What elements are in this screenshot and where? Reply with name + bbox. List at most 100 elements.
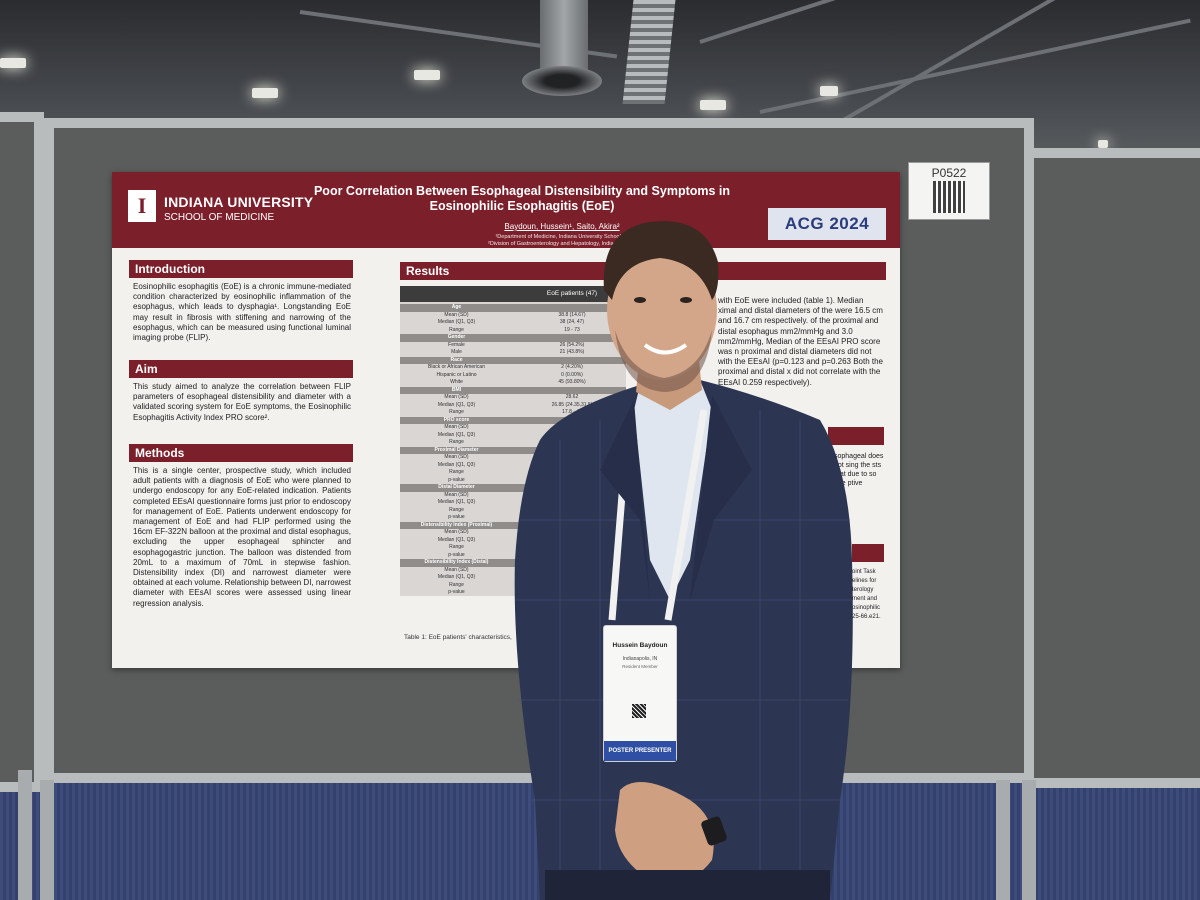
table-cell-label: Range [449, 544, 464, 550]
table-cell-label: Distensibility Index (Proximal) [420, 521, 493, 528]
table-cell-label: Mean (SD) [444, 454, 469, 460]
table-header-label: EoE patients (47) [546, 290, 598, 297]
references-heading-bar [852, 544, 884, 562]
table-cell-label: Male [451, 349, 462, 355]
table-caption: Table 1: EoE patients' characteristics, [404, 634, 512, 641]
table-cell-value: 28.62 [565, 394, 579, 400]
table-cell-label: Race [450, 356, 463, 363]
table-cell-value: 26.85 (24.35,31.5) [551, 401, 593, 408]
table-row: Median (Q1, Q3) [400, 499, 626, 507]
table-cell-value: 26 (54.2%) [559, 341, 585, 348]
table-row: Median (Q1, Q3) [400, 432, 626, 440]
table-row: Range [400, 582, 626, 590]
table-group-row: PRO score [400, 416, 626, 424]
methods-text: This is a single center, prospective stu… [133, 466, 351, 608]
table-cell-label: Range [449, 326, 464, 333]
table-cell-label: Mean (SD) [444, 529, 469, 535]
table-cell-label: Median (Q1, Q3) [437, 461, 476, 468]
badge-role: Resident Member [622, 664, 658, 669]
table-cell-label: Mean (SD) [444, 566, 469, 573]
research-poster: I INDIANA UNIVERSITY SCHOOL OF MEDICINE … [112, 172, 900, 668]
table-group-row: Race [400, 356, 626, 364]
table-cell-label: Median (Q1, Q3) [437, 499, 476, 505]
table-cell-value: 38 (24, 47) [559, 319, 585, 325]
poster-authors: Baydoun, Hussein¹, Saito, Akira² [504, 222, 620, 231]
conclusion-text-fragment: sophageal does not sing the sts that due… [834, 453, 884, 487]
table-cell-label: Black or African American [428, 364, 485, 370]
ceiling-lamp [820, 86, 838, 96]
badge-qr-code-icon [632, 704, 646, 718]
school-name: SCHOOL OF MEDICINE [164, 212, 275, 223]
poster-affiliations: ¹Department of Medicine, Indiana Univers… [372, 234, 792, 248]
table-row: Hispanic or Latino 0 (0.00%) [400, 372, 626, 380]
ceiling-lamp [414, 70, 440, 80]
table-cell-label: Median (Q1, Q3) [437, 431, 476, 438]
iu-trident-logo: I [128, 190, 156, 222]
table-cell-label: Distal Diameter [438, 484, 475, 490]
table-row: Female 26 (54.2%) [400, 342, 626, 350]
table-cell-label: p-value [448, 589, 465, 595]
table-cell-label: Mean (SD) [444, 311, 469, 318]
table-row: Median (Q1, Q3) [400, 574, 626, 582]
table-cell-label: BMI [451, 386, 462, 393]
references-text-fragment: oint Task elines for terology ment and o… [852, 569, 881, 620]
board-leg [40, 780, 54, 900]
table-cell-label: Range [449, 506, 464, 513]
board-leg [18, 770, 32, 900]
table-cell-label: Range [449, 469, 464, 475]
ceiling-lamp [1098, 140, 1108, 148]
table-cell-label: Gender [447, 334, 466, 340]
poster-number-tag: P0522 [908, 162, 990, 220]
table-row: Range 17.8 - 44 [400, 409, 626, 417]
table-row: p-value [400, 477, 626, 485]
table-row: White 45 (93.80%) [400, 379, 626, 387]
table-cell-label: p-value [448, 551, 465, 558]
table-cell-value: 19 - 73 [564, 326, 580, 333]
poster-title: Poor Correlation Between Esophageal Dist… [313, 184, 731, 213]
table-row: Mean (SD) [400, 424, 626, 432]
table-cell-label: PRO score [443, 416, 470, 423]
table-cell-label: Median (Q1, Q3) [437, 536, 476, 543]
table-row: Male 21 (43.8%) [400, 349, 626, 357]
table-row: Median (Q1, Q3) 26.85 (24.35,31.5) [400, 402, 626, 410]
table-group-row: Proximal Diameter [400, 446, 626, 454]
table-cell-label: Median (Q1, Q3) [437, 401, 476, 408]
acg-2024-logo: ACG 2024 [768, 208, 886, 240]
table-cell-label: Proximal Diameter [434, 446, 479, 453]
table-row: Mean (SD) [400, 492, 626, 500]
table-cell-label: Mean (SD) [444, 491, 469, 498]
table-group-row: Distensibility Index (Proximal) [400, 521, 626, 529]
introduction-text: Eosinophilic esophagitis (EoE) is a chro… [133, 282, 351, 343]
badge-presenter-strip: POSTER PRESENTER [604, 741, 676, 761]
table-cell-label: Mean (SD) [444, 394, 469, 400]
qr-code-icon [933, 181, 965, 213]
affiliation-line: ²Division of Gastroenterology and Hepato… [488, 241, 676, 247]
table-cell-value: 2 (4.20%) [561, 364, 583, 370]
ceiling-lamp [252, 88, 278, 98]
poster-board-left [0, 112, 44, 792]
poster-number: P0522 [931, 166, 967, 180]
table-group-row: BMI [400, 386, 626, 394]
table-cell-value: 38.8 (14.67) [558, 311, 586, 318]
table-group-row: Gender [400, 334, 626, 342]
table-cell-label: Range [449, 581, 464, 588]
affiliation-line: ¹Department of Medicine, Indiana Univers… [495, 234, 669, 240]
table-cell-label: White [450, 379, 463, 385]
table-cell-label: p-value [448, 514, 465, 520]
table-row: Mean (SD) 38.8 (14.67) [400, 312, 626, 320]
table-cell-value: 45 (93.80%) [558, 379, 586, 385]
aim-text: This study aimed to analyze the correlat… [133, 382, 351, 422]
table-cell-label: Hispanic or Latino [436, 371, 477, 378]
table-cell-value: 17.8 - 44 [562, 409, 582, 415]
name-badge: Hussein Baydoun Indianapolis, IN Residen… [603, 625, 677, 762]
table-row: Median (Q1, Q3) [400, 537, 626, 545]
ceiling-lamp [0, 58, 26, 68]
table-cell-label: Distensibility Index (Distal) [424, 559, 489, 565]
table-cell-value: 0 (0.00%) [561, 371, 583, 378]
poster-header: I INDIANA UNIVERSITY SCHOOL OF MEDICINE … [112, 172, 900, 248]
table-row: Range [400, 507, 626, 515]
table-cell-label: Female [448, 341, 465, 348]
conclusion-heading-bar [828, 427, 884, 445]
table-cell-label: Median (Q1, Q3) [437, 319, 476, 325]
